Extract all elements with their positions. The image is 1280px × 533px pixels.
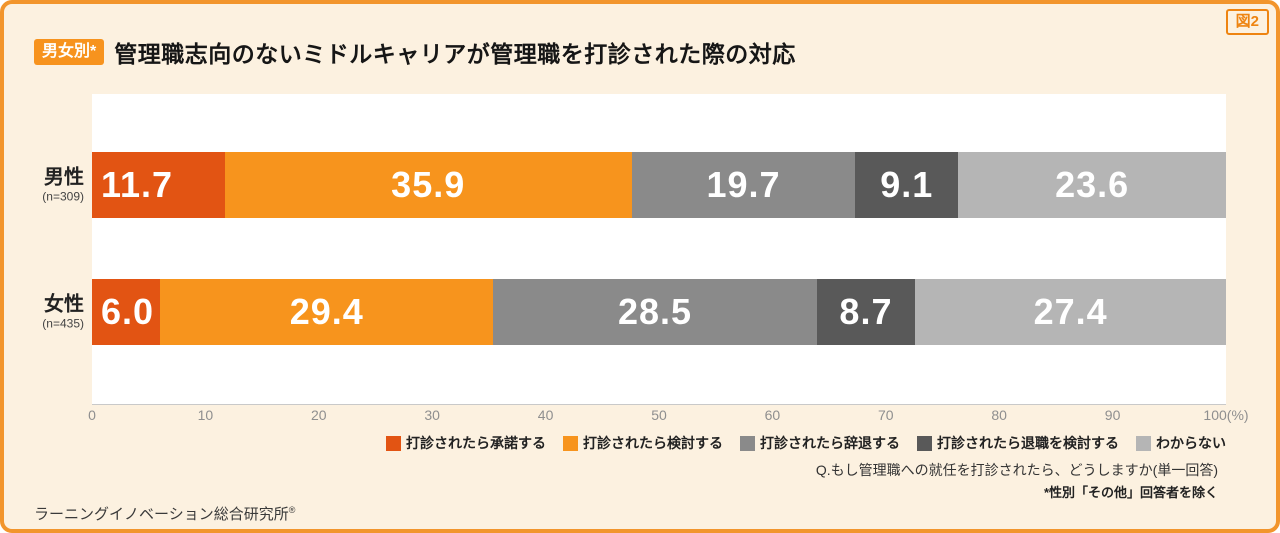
x-tick-label: 90 <box>1104 407 1121 423</box>
legend-label: 打診されたら承諾する <box>406 435 546 451</box>
source-credit: ラーニングイノベーション総合研究所® <box>34 503 295 524</box>
segment-value: 8.7 <box>839 291 893 332</box>
legend-label: 打診されたら辞退する <box>760 435 900 451</box>
segment-value: 28.5 <box>617 291 693 332</box>
category-name: 男性 <box>44 166 84 189</box>
bar-segment: 9.1 <box>855 152 959 218</box>
x-tick-label: 80 <box>991 407 1007 423</box>
legend-item: 打診されたら承諾する <box>386 433 546 453</box>
category-label: 男性 (n=309) <box>0 166 84 203</box>
plot-area: 男性 (n=309) 11.7 35.9 19.7 9.1 23.6 女性 (n=435) 6.0… <box>42 94 1226 405</box>
bar-segment: 35.9 <box>224 152 632 218</box>
legend-item: 打診されたら辞退する <box>740 433 900 453</box>
segment-value: 29.4 <box>289 291 364 332</box>
bar-segment: 19.7 <box>631 152 856 218</box>
bar-segment: 11.7 <box>92 152 225 218</box>
bar-segment: 6.0 <box>92 279 161 345</box>
bar-row: 男性 (n=309) 11.7 35.9 19.7 9.1 23.6 <box>42 152 1226 218</box>
registered-mark: ® <box>288 505 296 515</box>
legend-label: 打診されたら退職を検討する <box>937 435 1119 451</box>
legend-swatch <box>563 435 578 451</box>
bar-segment: 27.4 <box>915 279 1226 345</box>
category-sample-size: (n=309) <box>42 189 84 204</box>
question-note: Q.もし管理職への就任を打診されたら、どうしますか(単一回答) <box>815 462 1218 478</box>
segment-value: 35.9 <box>391 164 466 205</box>
category-label: 女性 (n=435) <box>0 293 84 330</box>
legend-swatch <box>386 435 401 451</box>
x-tick-label: 0 <box>88 407 96 423</box>
legend-item: わからない <box>1136 433 1226 453</box>
exclusion-note: *性別「その他」回答者を除く <box>1043 485 1218 500</box>
bar-row: 女性 (n=435) 6.0 29.4 28.5 8.7 27.4 <box>42 279 1226 345</box>
x-tick-label: 100(%) <box>1203 407 1249 423</box>
x-axis: 0 10 20 30 40 50 60 70 80 90 100(%) <box>88 407 1248 425</box>
bar-segment: 29.4 <box>160 279 494 345</box>
legend-swatch <box>1136 435 1151 451</box>
segment-value: 27.4 <box>1033 291 1108 332</box>
segment-value: 19.7 <box>706 164 781 205</box>
legend-label: 打診されたら検討する <box>583 435 723 451</box>
legend-swatch <box>740 435 755 451</box>
bar-segment: 23.6 <box>958 152 1226 218</box>
category-name: 女性 <box>44 293 84 316</box>
legend: 打診されたら承諾する 打診されたら検討する 打診されたら辞退する 打診されたら退職を検… <box>92 433 1226 453</box>
x-tick-label: 10 <box>197 407 214 423</box>
gender-category-badge: 男女別* <box>34 39 105 65</box>
legend-item: 打診されたら退職を検討する <box>917 433 1119 453</box>
x-tick-label: 70 <box>878 407 894 423</box>
x-tick-label: 60 <box>764 407 781 423</box>
legend-item: 打診されたら検討する <box>563 433 723 453</box>
segment-value: 9.1 <box>880 164 934 205</box>
segment-value: 6.0 <box>101 291 155 332</box>
chart-header: 男女別* 管理職志向のないミドルキャリアが管理職を打診された際の対応 <box>34 35 796 69</box>
chart-title: 管理職志向のないミドルキャリアが管理職を打診された際の対応 <box>114 41 796 67</box>
bar-segment: 8.7 <box>816 279 916 345</box>
x-tick-label: 40 <box>537 407 554 423</box>
legend-swatch <box>917 435 932 451</box>
bar-segment: 28.5 <box>493 279 817 345</box>
figure-number-badge: 図2 <box>1225 9 1269 35</box>
x-tick-label: 50 <box>651 407 667 423</box>
x-tick-label: 30 <box>424 407 440 423</box>
category-sample-size: (n=435) <box>42 316 84 331</box>
segment-value: 23.6 <box>1055 164 1130 205</box>
segment-value: 11.7 <box>101 164 174 205</box>
x-tick-label: 20 <box>311 407 327 423</box>
source-name: ラーニングイノベーション総合研究所 <box>34 506 289 523</box>
legend-label: わからない <box>1156 435 1226 451</box>
